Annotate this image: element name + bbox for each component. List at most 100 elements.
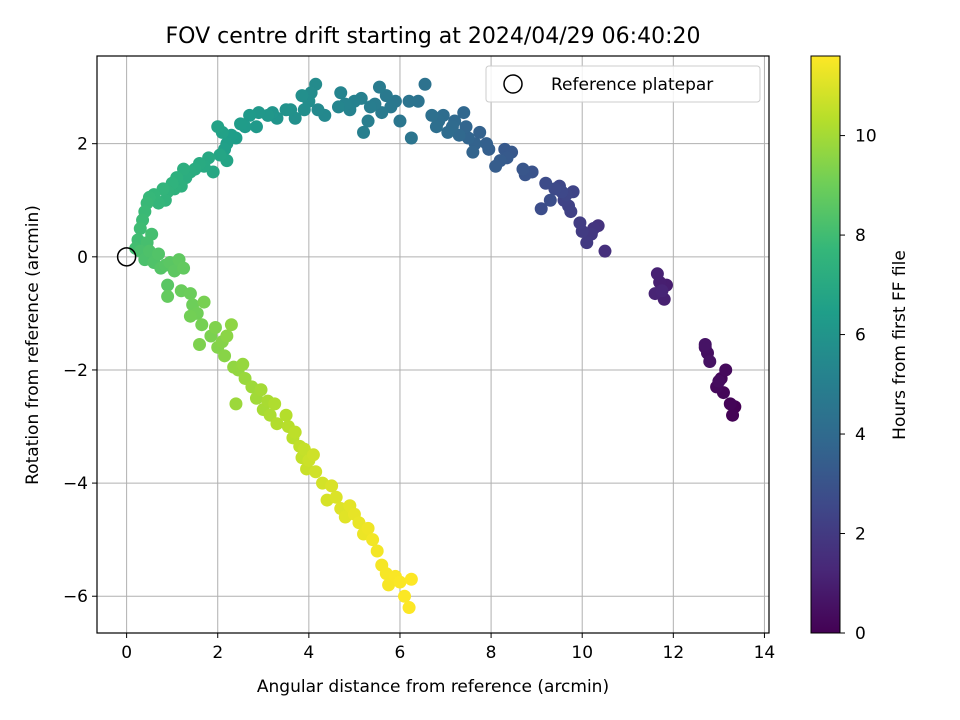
x-axis-ticks: 0 2 4 6 8 10 12 14: [121, 633, 775, 663]
data-point: [598, 244, 612, 258]
data-point: [213, 148, 227, 162]
data-point: [236, 357, 250, 371]
data-point: [279, 408, 293, 422]
data-point: [404, 131, 418, 145]
data-point: [177, 261, 191, 275]
data-point: [249, 120, 263, 134]
x-axis-label: Angular distance from reference (arcmin): [257, 677, 609, 697]
colorbar-label: Hours from first FF file: [890, 250, 910, 440]
x-tick-label: 8: [486, 643, 497, 663]
data-point: [573, 216, 587, 230]
x-tick-label: 4: [303, 643, 314, 663]
data-point: [297, 103, 311, 117]
y-tick-label: 0: [77, 248, 88, 268]
x-tick-label: 0: [121, 643, 132, 663]
y-tick-label: 2: [77, 135, 88, 155]
data-points: [129, 77, 742, 615]
data-point: [270, 417, 284, 431]
data-point: [404, 572, 418, 586]
legend: Reference platepar: [485, 65, 761, 103]
data-point: [370, 544, 384, 558]
data-point: [361, 521, 375, 535]
data-point: [306, 448, 320, 462]
y-axis-label: Rotation from reference (arcmin): [23, 205, 43, 485]
x-tick-label: 12: [663, 643, 685, 663]
data-point: [309, 465, 323, 479]
data-point: [229, 397, 243, 411]
data-point: [402, 94, 416, 108]
data-point: [161, 289, 175, 303]
data-point: [218, 349, 232, 363]
data-point: [473, 125, 487, 139]
legend-entry-label: Reference platepar: [551, 75, 713, 95]
data-point: [418, 77, 432, 91]
plot-frame: [96, 55, 770, 634]
y-tick-label: −4: [63, 474, 88, 494]
data-point: [393, 575, 407, 589]
data-point: [295, 89, 309, 103]
data-point: [393, 114, 407, 128]
data-point: [372, 80, 386, 94]
data-point: [161, 278, 175, 292]
data-point: [429, 120, 443, 134]
data-point: [311, 103, 325, 117]
x-tick-label: 2: [212, 643, 223, 663]
data-point: [650, 267, 664, 281]
data-point: [279, 103, 293, 117]
data-point: [425, 108, 439, 122]
data-point: [402, 601, 416, 615]
data-point: [334, 86, 348, 100]
data-point: [243, 108, 257, 122]
data-point: [208, 321, 222, 335]
data-point: [152, 247, 166, 261]
data-point: [543, 193, 557, 207]
data-point: [224, 318, 238, 332]
data-point: [133, 222, 147, 236]
data-point: [703, 354, 717, 368]
y-tick-label: −6: [63, 587, 88, 607]
data-point: [220, 329, 234, 343]
data-point: [719, 363, 733, 377]
data-point: [234, 117, 248, 131]
data-point: [268, 397, 282, 411]
data-point: [195, 318, 209, 332]
data-point: [183, 309, 197, 323]
data-point: [441, 125, 455, 139]
colorbar-tick-label: 2: [855, 525, 866, 545]
colorbar-tick-label: 8: [855, 226, 866, 246]
colorbar: [810, 55, 841, 634]
data-point: [329, 490, 343, 504]
data-point: [539, 176, 553, 190]
reference-marker: [116, 247, 137, 267]
data-point: [366, 533, 380, 547]
data-point: [723, 397, 737, 411]
data-point: [411, 94, 425, 108]
data-point: [726, 408, 740, 422]
colorbar-ticks: 0 2 4 6 8 10: [840, 127, 877, 644]
x-tick-label: 10: [571, 643, 593, 663]
data-point: [331, 100, 345, 114]
y-tick-label: −2: [63, 361, 88, 381]
data-point: [655, 284, 669, 298]
data-point: [211, 120, 225, 134]
data-point: [580, 236, 594, 250]
colorbar-tick-label: 0: [855, 624, 866, 644]
data-point: [361, 114, 375, 128]
x-tick-label: 6: [395, 643, 406, 663]
data-point: [534, 202, 548, 216]
data-point: [254, 383, 268, 397]
data-point: [197, 295, 211, 309]
data-point: [712, 374, 726, 388]
data-point: [193, 338, 207, 351]
data-point: [398, 589, 412, 603]
data-point: [325, 479, 339, 493]
y-axis-ticks: −6 −4 −2 0 2: [63, 135, 97, 607]
data-point: [457, 106, 471, 120]
colorbar-tick-label: 10: [855, 127, 877, 147]
grid-lines: [97, 56, 769, 633]
data-point: [466, 145, 480, 159]
colorbar-tick-label: 6: [855, 326, 866, 346]
data-point: [357, 125, 371, 139]
data-point: [489, 159, 503, 173]
